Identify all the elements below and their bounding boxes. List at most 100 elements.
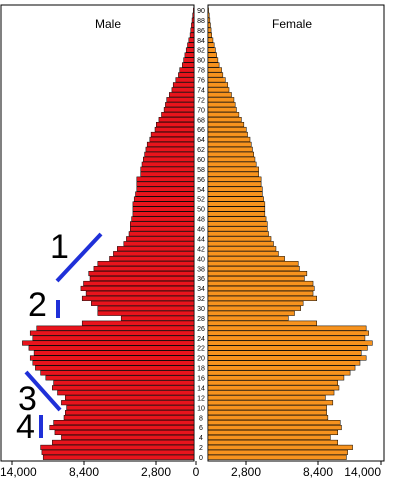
male-bar-age-67: [156, 121, 195, 128]
male-bar-age-4: [61, 434, 195, 440]
age-label-10: 10: [197, 405, 205, 412]
male-bar-age-12: [65, 395, 195, 401]
age-label-74: 74: [197, 87, 205, 94]
male-bar-age-15: [53, 380, 195, 386]
male-bar-age-33: [85, 290, 195, 296]
age-label-70: 70: [197, 107, 205, 114]
male-bar-age-61: [144, 151, 195, 157]
age-label-72: 72: [197, 97, 205, 104]
male-bar-age-6: [49, 424, 195, 431]
male-bar-age-38: [93, 266, 195, 272]
x-tick-label: 8,400: [69, 465, 99, 479]
age-label-30: 30: [197, 306, 205, 313]
female-bar-age-54: [207, 186, 263, 192]
female-bar-age-29: [207, 310, 295, 316]
age-label-16: 16: [197, 376, 205, 383]
male-bar-age-65: [150, 131, 195, 137]
female-bar-age-2: [207, 444, 353, 450]
female-bar-age-11: [207, 400, 334, 406]
female-bar-age-56: [207, 176, 262, 182]
male-bar-age-54: [136, 186, 195, 192]
female-bar-age-36: [207, 275, 305, 282]
male-bar-age-79: [182, 62, 195, 68]
age-label-84: 84: [197, 38, 205, 45]
male-bar-age-57: [140, 171, 195, 177]
x-tick-label: 2,800: [231, 465, 261, 479]
age-label-50: 50: [197, 207, 205, 214]
female-bar-age-17: [207, 370, 351, 376]
female-bar-age-66: [207, 126, 247, 133]
female-bar-age-86: [207, 27, 212, 33]
female-bar-age-46: [207, 226, 268, 232]
male-bar-age-86: [190, 27, 195, 33]
age-label-4: 4: [199, 435, 203, 442]
male-bar-age-90: [193, 7, 195, 13]
x-axis: 14,000 8,400 2,800 0 2,800 8,400 14,000: [0, 461, 382, 479]
female-bar-age-51: [207, 201, 266, 207]
male-bar-age-82: [185, 47, 195, 53]
female-bar-age-23: [207, 340, 373, 346]
male-bar-age-52: [133, 196, 195, 202]
age-label-76: 76: [197, 78, 205, 85]
male-bar-age-50: [132, 206, 195, 212]
female-bar-age-83: [207, 42, 215, 48]
male-bar-age-83: [187, 42, 195, 48]
female-bar-age-20: [207, 355, 367, 361]
female-bar-age-74: [207, 87, 230, 93]
female-bar-age-52: [207, 196, 264, 202]
age-label-56: 56: [197, 177, 205, 184]
male-bar-age-75: [172, 82, 195, 88]
age-label-80: 80: [197, 58, 205, 65]
male-bar-age-43: [123, 241, 195, 247]
male-bar-age-74: [171, 87, 195, 93]
male-bar-age-2: [40, 444, 195, 450]
female-bar-age-73: [207, 92, 232, 98]
female-bar-age-63: [207, 141, 252, 147]
age-label-90: 90: [197, 8, 205, 15]
female-bar-age-48: [207, 216, 267, 222]
female-bar-age-70: [207, 107, 237, 113]
age-label-28: 28: [197, 316, 205, 323]
male-bar-age-31: [91, 300, 195, 306]
male-bar-age-44: [126, 236, 195, 242]
female-bar-age-71: [207, 102, 236, 108]
male-bar-age-11: [61, 400, 195, 406]
female-bar-age-60: [207, 156, 256, 162]
male-bar-age-59: [141, 161, 195, 167]
female-bar-age-26: [207, 325, 367, 331]
age-label-22: 22: [197, 346, 205, 353]
male-bar-age-39: [97, 261, 195, 267]
age-label-18: 18: [197, 366, 205, 373]
x-tick-label: 14,000: [0, 465, 37, 479]
annotation-label-1: 1: [50, 228, 69, 266]
age-label-82: 82: [197, 48, 205, 55]
female-bar-age-44: [207, 236, 272, 242]
male-bar-age-20: [29, 355, 195, 361]
age-label-78: 78: [197, 68, 205, 75]
male-bar-age-13: [57, 390, 195, 396]
male-bar-age-56: [136, 176, 195, 182]
female-bar-age-49: [207, 211, 266, 217]
female-bar-age-1: [207, 449, 348, 455]
male-bar-age-40: [109, 256, 195, 262]
female-bar-age-69: [207, 112, 240, 118]
male-bar-age-14: [52, 385, 195, 391]
female-bar-age-16: [207, 375, 345, 381]
male-bar-age-37: [88, 271, 195, 277]
female-bar-age-30: [207, 305, 301, 311]
male-bar-age-76: [175, 77, 195, 83]
female-bar-age-4: [207, 434, 331, 440]
male-bar-age-27: [81, 320, 195, 326]
male-bar-age-78: [179, 67, 195, 73]
male-bar-age-0: [42, 454, 195, 460]
female-bar-age-61: [207, 151, 254, 157]
female-bar-age-35: [207, 280, 314, 287]
annotation-line-1: [55, 232, 103, 283]
female-bar-age-12: [207, 395, 326, 401]
female-bar-age-31: [207, 300, 304, 306]
male-bar-age-49: [132, 211, 195, 217]
age-label-64: 64: [197, 137, 205, 144]
female-bar-age-6: [207, 424, 342, 431]
female-bar-age-33: [207, 290, 314, 296]
male-bar-age-53: [135, 191, 195, 197]
